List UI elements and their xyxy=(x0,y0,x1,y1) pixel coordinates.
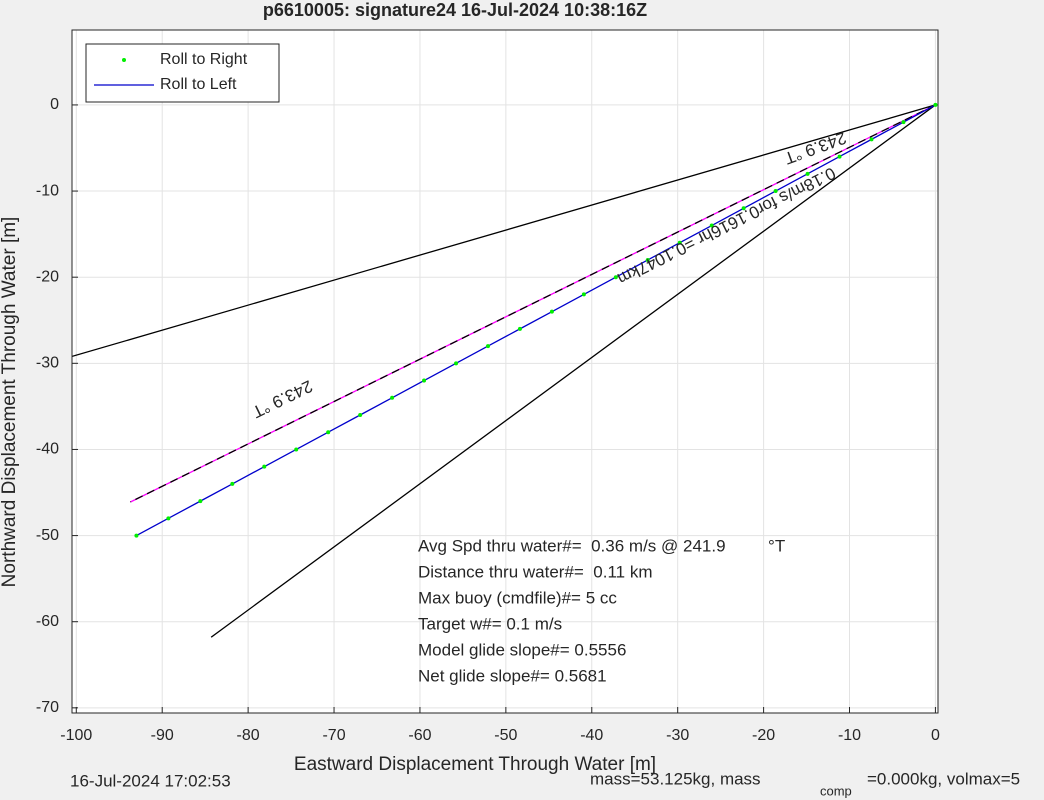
footer-mass: mass=53.125kg, mass xyxy=(590,769,761,788)
x-tick-label: 0 xyxy=(931,727,940,744)
text-box-line: Avg Spd thru water#= 0.36 m/s @ 241.9 °T xyxy=(418,536,785,555)
series-point xyxy=(901,120,906,125)
legend-label: Roll to Left xyxy=(160,76,237,93)
x-tick-label: -60 xyxy=(408,727,431,744)
footer-subscript: comp xyxy=(820,783,852,798)
footer-date: 16-Jul-2024 17:02:53 xyxy=(70,771,231,790)
y-tick-label: -70 xyxy=(36,699,59,716)
x-tick-label: -20 xyxy=(752,727,775,744)
series-point xyxy=(645,257,650,262)
series-point xyxy=(262,464,267,469)
series-point xyxy=(869,137,874,142)
x-tick-label: -40 xyxy=(580,727,603,744)
x-tick-label: -90 xyxy=(151,727,174,744)
series-point xyxy=(549,309,554,314)
series-line xyxy=(72,104,936,358)
series-point xyxy=(230,481,235,486)
y-tick-label: -40 xyxy=(36,441,59,458)
text-box-line: Max buoy (cmdfile)#= 5 cc xyxy=(418,588,617,607)
text-box-line: Target w#= 0.1 m/s xyxy=(418,614,562,633)
series-point xyxy=(741,206,746,211)
plot-area xyxy=(72,30,938,713)
x-axis-label: Eastward Displacement Through Water [m] xyxy=(294,754,656,775)
x-tick-label: -80 xyxy=(237,727,260,744)
y-tick-label: -20 xyxy=(36,268,59,285)
series-point xyxy=(166,516,171,521)
y-tick-label: -60 xyxy=(36,613,59,630)
series-point xyxy=(517,326,522,331)
footer-mass-comp: =0.000kg, volmax=5 xyxy=(867,769,1020,788)
text-box-line: Net glide slope#= 0.5681 xyxy=(418,666,607,685)
series-point xyxy=(773,189,778,194)
series-point xyxy=(837,154,842,159)
legend-label: Roll to Right xyxy=(160,51,248,68)
series-point xyxy=(613,275,618,280)
text-box-line: Model glide slope#= 0.5556 xyxy=(418,640,626,659)
series-point xyxy=(581,292,586,297)
x-tick-label: -50 xyxy=(494,727,517,744)
y-tick-label: -10 xyxy=(36,182,59,199)
legend-marker xyxy=(122,58,126,62)
series-point xyxy=(485,344,490,349)
series-point xyxy=(454,361,459,366)
x-tick-label: -30 xyxy=(666,727,689,744)
y-tick-label: -30 xyxy=(36,355,59,372)
legend-box xyxy=(85,43,280,103)
y-tick-label: 0 xyxy=(50,96,59,113)
series-line xyxy=(210,104,936,638)
series-point xyxy=(390,395,395,400)
series-line xyxy=(136,104,936,537)
y-axis-label: Northward Displacement Through Water [m] xyxy=(0,217,20,588)
series-line xyxy=(130,104,936,503)
x-tick-label: -70 xyxy=(322,727,345,744)
series-point xyxy=(294,447,299,452)
x-tick-label: -100 xyxy=(60,727,92,744)
series-point xyxy=(358,412,363,417)
x-tick-label: -10 xyxy=(838,727,861,744)
series-point xyxy=(709,223,714,228)
series-point xyxy=(326,430,331,435)
y-tick-label: -50 xyxy=(36,527,59,544)
series-point xyxy=(677,240,682,245)
series-point xyxy=(933,102,938,107)
chart-title: p6610005: signature24 16-Jul-2024 10:38:… xyxy=(263,0,647,20)
series-point xyxy=(198,499,203,504)
text-box: Avg Spd thru water#= 0.36 m/s @ 241.9 °T… xyxy=(418,536,785,685)
series-point xyxy=(422,378,427,383)
series-point xyxy=(134,533,139,538)
axes-box xyxy=(71,29,939,714)
series-point xyxy=(805,171,810,176)
text-box-line: Distance thru water#= 0.11 km xyxy=(418,562,653,581)
